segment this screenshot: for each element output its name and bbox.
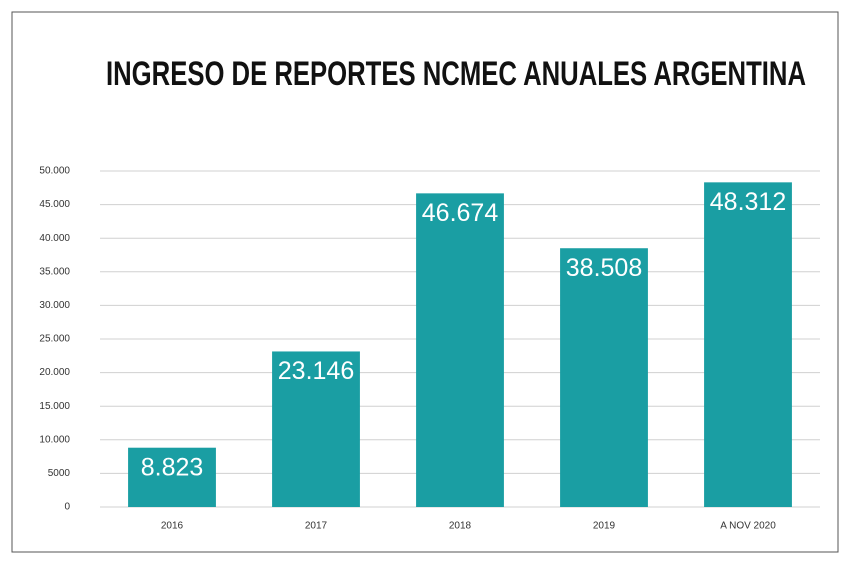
bar bbox=[560, 248, 648, 507]
bar bbox=[704, 182, 792, 507]
y-tick-label: 50.000 bbox=[39, 166, 70, 177]
value-label: 8.823 bbox=[141, 453, 204, 481]
value-label: 48.312 bbox=[710, 188, 786, 216]
x-tick-label: 2016 bbox=[161, 521, 184, 532]
y-tick-label: 45.000 bbox=[39, 199, 70, 210]
x-tick-label: 2018 bbox=[449, 521, 472, 532]
y-tick-label: 35.000 bbox=[39, 266, 70, 277]
y-tick-label: 40.000 bbox=[39, 233, 70, 244]
bar bbox=[272, 351, 360, 507]
bar bbox=[416, 193, 504, 508]
x-tick-label: A NOV 2020 bbox=[720, 521, 776, 532]
y-tick-label: 5000 bbox=[48, 468, 71, 479]
frame bbox=[11, 11, 839, 553]
y-tick-label: 20.000 bbox=[39, 367, 70, 378]
bar bbox=[128, 447, 216, 507]
x-tick-label: 2017 bbox=[305, 521, 328, 532]
chart-title: INGRESO DE REPORTES NCMEC ANUALES ARGENT… bbox=[106, 55, 806, 93]
y-tick-label: 0 bbox=[64, 502, 70, 513]
x-tick-label: 2019 bbox=[593, 521, 616, 532]
value-label: 23.146 bbox=[278, 357, 354, 385]
y-tick-label: 15.000 bbox=[39, 401, 70, 412]
y-tick-label: 25.000 bbox=[39, 334, 70, 345]
y-tick-label: 30.000 bbox=[39, 300, 70, 311]
value-label: 38.508 bbox=[566, 254, 642, 282]
value-label: 46.674 bbox=[422, 199, 499, 227]
y-tick-label: 10.000 bbox=[39, 434, 70, 445]
